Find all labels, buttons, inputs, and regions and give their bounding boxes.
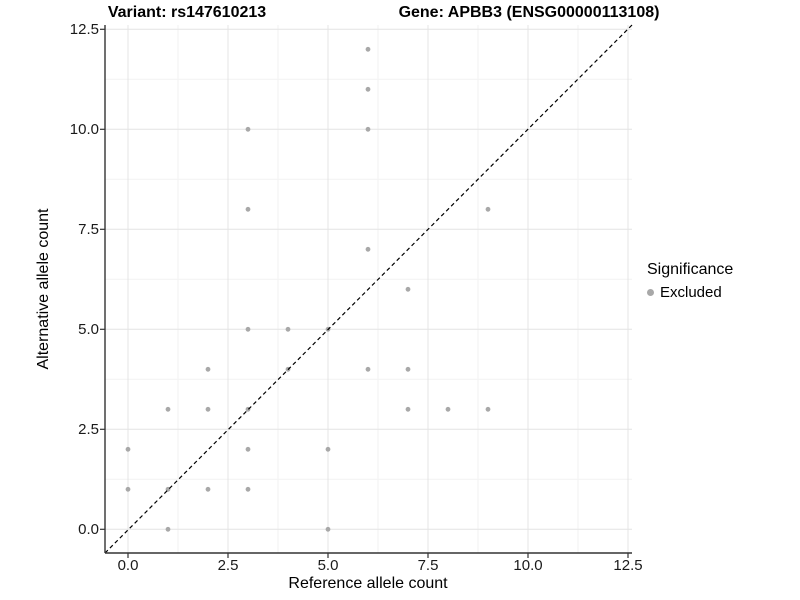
data-point [365, 246, 371, 252]
data-points [125, 46, 491, 532]
data-point [245, 126, 251, 132]
y-tick-label: 12.5 [69, 20, 99, 38]
data-point [125, 486, 131, 492]
data-point [245, 206, 251, 212]
identity-line [104, 24, 633, 554]
data-point [365, 126, 371, 132]
x-tick-label: 0.0 [117, 557, 139, 574]
data-point [165, 406, 171, 412]
identity-line-path [104, 24, 633, 554]
data-point [365, 86, 371, 92]
plot-title-variant: Variant: rs147610213 [107, 4, 267, 21]
y-tick-label: 5.0 [78, 320, 99, 338]
data-point [205, 366, 211, 372]
y-axis-title: Alternative allele count [35, 208, 52, 370]
data-point [165, 526, 171, 532]
data-point [285, 326, 291, 332]
minor-gridlines [105, 25, 632, 553]
data-point [245, 326, 251, 332]
legend-key-dot-icon [647, 289, 654, 296]
data-point [445, 406, 451, 412]
legend-title: Significance [647, 261, 734, 278]
x-tick-label: 5.0 [317, 557, 339, 574]
x-tick-label: 7.5 [417, 557, 439, 574]
data-point [125, 446, 131, 452]
plot-title-gene: Gene: APBB3 (ENSG00000113108) [398, 4, 660, 21]
data-point [405, 286, 411, 292]
data-point [365, 366, 371, 372]
data-point [245, 446, 251, 452]
data-point [325, 446, 331, 452]
axes [100, 25, 632, 558]
data-point [405, 366, 411, 372]
y-tick-label: 10.0 [69, 120, 99, 138]
data-point [245, 486, 251, 492]
legend: Significance Excluded [647, 261, 733, 301]
legend-item: Excluded [647, 284, 733, 301]
data-point [325, 526, 331, 532]
x-tick-label: 2.5 [217, 557, 239, 574]
major-gridlines [105, 25, 632, 553]
data-point [485, 406, 491, 412]
data-point [405, 406, 411, 412]
x-tick-label: 10.0 [513, 557, 543, 574]
x-axis-title: Reference allele count [288, 575, 448, 592]
y-tick-label: 0.0 [78, 520, 99, 538]
x-tick-label: 12.5 [613, 557, 643, 574]
data-point [205, 486, 211, 492]
data-point [485, 206, 491, 212]
legend-items: Excluded [647, 284, 733, 301]
data-point [365, 46, 371, 52]
y-tick-label: 7.5 [78, 220, 99, 238]
legend-item-label: Excluded [660, 284, 722, 301]
y-tick-label: 2.5 [78, 420, 99, 438]
data-point [205, 406, 211, 412]
